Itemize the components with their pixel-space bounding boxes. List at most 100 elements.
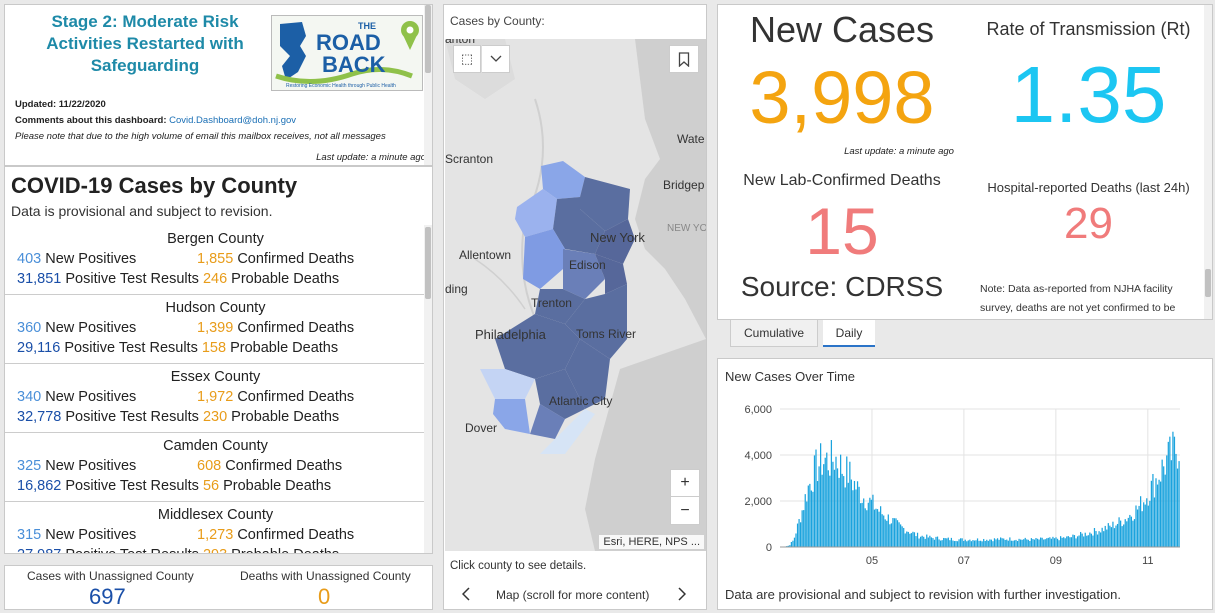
- chart-bar[interactable]: [1100, 532, 1102, 547]
- chart-bar[interactable]: [993, 538, 996, 547]
- chart-bar[interactable]: [970, 541, 973, 547]
- chart-bar[interactable]: [1170, 460, 1173, 547]
- chart-bar[interactable]: [1047, 537, 1049, 547]
- county-row[interactable]: Camden County 325 New Positives 608 Confir…: [5, 434, 426, 502]
- county-hunterdon[interactable]: [523, 229, 565, 289]
- chart-bar[interactable]: [849, 461, 851, 547]
- chart-bar[interactable]: [1121, 526, 1123, 547]
- chart-bar[interactable]: [1007, 540, 1009, 547]
- county-row[interactable]: Hudson County 360 New Positives 1,399 Conf…: [5, 296, 426, 364]
- chart-bar[interactable]: [1064, 538, 1066, 547]
- chart-bar[interactable]: [1132, 520, 1134, 547]
- chart-bar[interactable]: [944, 538, 946, 547]
- chart-bar[interactable]: [836, 468, 839, 547]
- chart-bar[interactable]: [833, 469, 836, 547]
- chart-bar[interactable]: [1150, 480, 1153, 547]
- chart-bar[interactable]: [1087, 535, 1089, 547]
- chart-bar[interactable]: [1092, 535, 1094, 547]
- chart-bar[interactable]: [1078, 535, 1080, 547]
- chart-bar[interactable]: [1073, 535, 1076, 547]
- chart-bar[interactable]: [1013, 540, 1016, 547]
- chart-bar[interactable]: [920, 536, 922, 547]
- county-monmouth[interactable]: [565, 284, 627, 359]
- comments-email-link[interactable]: Covid.Dashboard@doh.nj.gov: [169, 115, 297, 126]
- chart-bar[interactable]: [852, 490, 854, 547]
- chart-bar[interactable]: [1115, 525, 1117, 547]
- chart-bar[interactable]: [1143, 502, 1145, 547]
- chart-bar[interactable]: [793, 537, 796, 547]
- chart-bar[interactable]: [886, 520, 888, 547]
- chart-bar[interactable]: [1133, 519, 1136, 547]
- chart-bar[interactable]: [1146, 498, 1148, 547]
- chart-bar[interactable]: [987, 540, 989, 547]
- chart-bar[interactable]: [1075, 538, 1077, 547]
- chart-bar[interactable]: [1089, 532, 1091, 547]
- chart-bar[interactable]: [813, 455, 816, 547]
- chart-bar[interactable]: [1164, 474, 1166, 547]
- chart-bar[interactable]: [1029, 540, 1031, 547]
- chart-bar[interactable]: [932, 538, 934, 547]
- chart-bar[interactable]: [966, 541, 968, 547]
- chart-bar[interactable]: [947, 537, 949, 547]
- chart-bar[interactable]: [870, 499, 873, 547]
- chart-bar[interactable]: [1173, 436, 1176, 547]
- chart-bar[interactable]: [921, 535, 923, 547]
- chart-bar[interactable]: [946, 538, 948, 547]
- county-salem[interactable]: [493, 399, 530, 434]
- chart-bar[interactable]: [930, 537, 933, 547]
- chart-bar[interactable]: [952, 540, 954, 547]
- chart-bar[interactable]: [1158, 479, 1160, 547]
- chart-bar[interactable]: [790, 542, 793, 547]
- chart-bar[interactable]: [949, 540, 951, 547]
- chart-bar[interactable]: [1160, 481, 1162, 547]
- chart-bar[interactable]: [1010, 540, 1013, 547]
- chart-bar[interactable]: [1081, 533, 1083, 547]
- chart-bar[interactable]: [807, 485, 809, 547]
- chart-bar[interactable]: [789, 545, 791, 547]
- chart-bar[interactable]: [1060, 536, 1062, 547]
- chart-bar[interactable]: [838, 477, 840, 547]
- chart-bar[interactable]: [1058, 540, 1060, 547]
- tab-cumulative[interactable]: Cumulative: [730, 320, 818, 347]
- chart-bar[interactable]: [841, 473, 843, 547]
- chart-bar[interactable]: [856, 481, 859, 547]
- chart-bar[interactable]: [829, 475, 831, 547]
- chart-bar[interactable]: [1027, 539, 1029, 547]
- chart-bar[interactable]: [904, 533, 906, 547]
- chart-bar[interactable]: [1141, 511, 1143, 547]
- county-middlesex[interactable]: [595, 254, 627, 294]
- chart-bar[interactable]: [986, 539, 988, 547]
- chart-bar[interactable]: [1152, 473, 1154, 547]
- tab-daily[interactable]: Daily: [823, 320, 875, 347]
- county-row[interactable]: Bergen County 403 New Positives 1,855 Conf…: [5, 227, 426, 295]
- chart-bar[interactable]: [984, 540, 986, 547]
- chart-bar[interactable]: [1110, 527, 1113, 547]
- chart-bar[interactable]: [830, 440, 833, 547]
- chart-bar[interactable]: [792, 540, 794, 547]
- chart-bar[interactable]: [810, 490, 813, 547]
- chart-bar[interactable]: [1090, 533, 1093, 547]
- chart-bar[interactable]: [955, 540, 957, 547]
- chart-bar[interactable]: [1175, 453, 1177, 547]
- chart-bar[interactable]: [843, 476, 845, 547]
- chart-bar[interactable]: [1049, 537, 1051, 547]
- chart-bar[interactable]: [809, 483, 811, 547]
- chart-bar[interactable]: [956, 541, 959, 547]
- chart-bar[interactable]: [1063, 537, 1065, 547]
- chart-bar[interactable]: [816, 481, 819, 547]
- chart-bar[interactable]: [795, 533, 797, 547]
- chart-bar[interactable]: [818, 466, 820, 547]
- county-cape-may[interactable]: [540, 409, 595, 454]
- chart-bar[interactable]: [1050, 538, 1053, 547]
- chart-bar[interactable]: [996, 538, 999, 547]
- chart-bar[interactable]: [1155, 478, 1157, 547]
- chart-bar[interactable]: [958, 539, 960, 547]
- chart-bar[interactable]: [883, 515, 885, 547]
- chart-bar[interactable]: [1004, 539, 1006, 547]
- chart-bar[interactable]: [855, 489, 857, 547]
- chart-bar[interactable]: [801, 510, 803, 547]
- chart-bar[interactable]: [903, 527, 905, 547]
- zoom-out-button[interactable]: −: [670, 497, 700, 525]
- chart-bar[interactable]: [1069, 537, 1071, 547]
- chart-bar[interactable]: [812, 491, 814, 547]
